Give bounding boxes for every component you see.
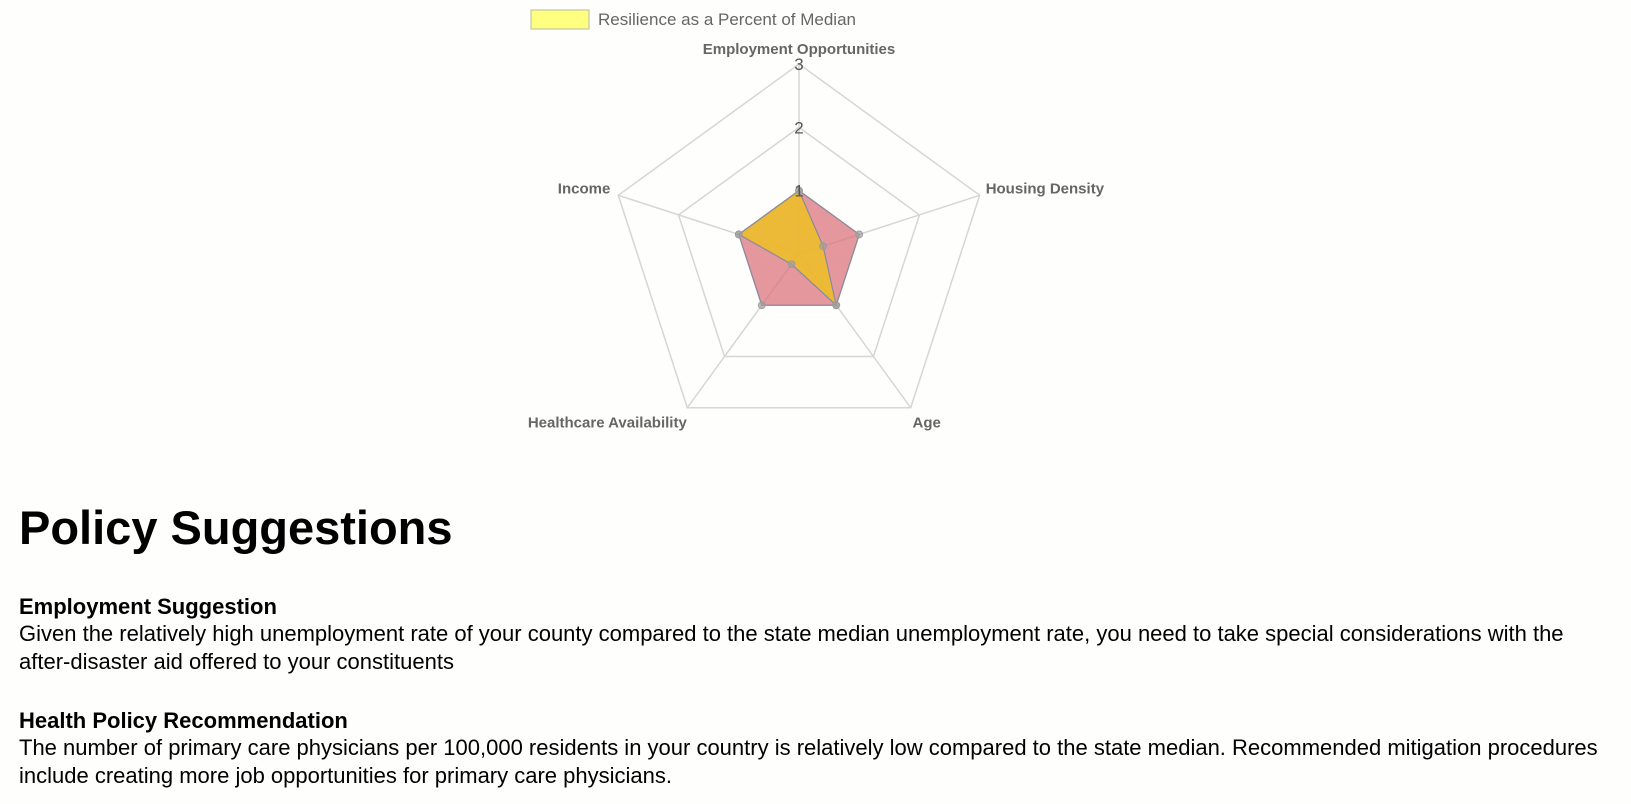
radar-data-point [819,242,827,251]
employment-suggestion-section: Employment Suggestion Given the relative… [19,594,1619,675]
legend-swatch [530,9,590,30]
page-title: Policy Suggestions [19,501,453,554]
radar-data-point [832,301,841,310]
radar-axis-label: Income [558,180,611,197]
radar-axis-label: Housing Density [986,180,1105,197]
legend-label: Resilience as a Percent of Median [598,10,856,29]
radar-axis-label: Age [913,415,941,432]
radar-axis-label: Healthcare Availability [528,415,688,432]
radar-data-point [787,260,796,269]
radar-grid-ring [617,63,981,409]
radar-tick-label: 3 [794,55,803,74]
radar-axis-label: Employment Opportunities [703,41,896,58]
radar-grid-ring [677,126,921,358]
section-heading: Health Policy Recommendation [19,708,348,733]
radar-data-point [795,186,803,195]
section-body: Given the relatively high unemployment r… [19,621,1564,674]
health-policy-section: Health Policy Recommendation The number … [19,708,1619,789]
radar-data-point [734,230,743,239]
radar-tick-label: 1 [794,182,803,201]
radar-chart-container: 1 2 3 Employment Opportunities Housing Densi… [528,9,1105,432]
section-body: The number of primary care physicians pe… [19,735,1598,788]
radar-data-point [757,301,766,310]
radar-tick-label: 2 [794,118,803,137]
radar-series-area [737,189,838,307]
section-heading: Employment Suggestion [19,594,277,619]
radar-data-point [855,230,864,239]
